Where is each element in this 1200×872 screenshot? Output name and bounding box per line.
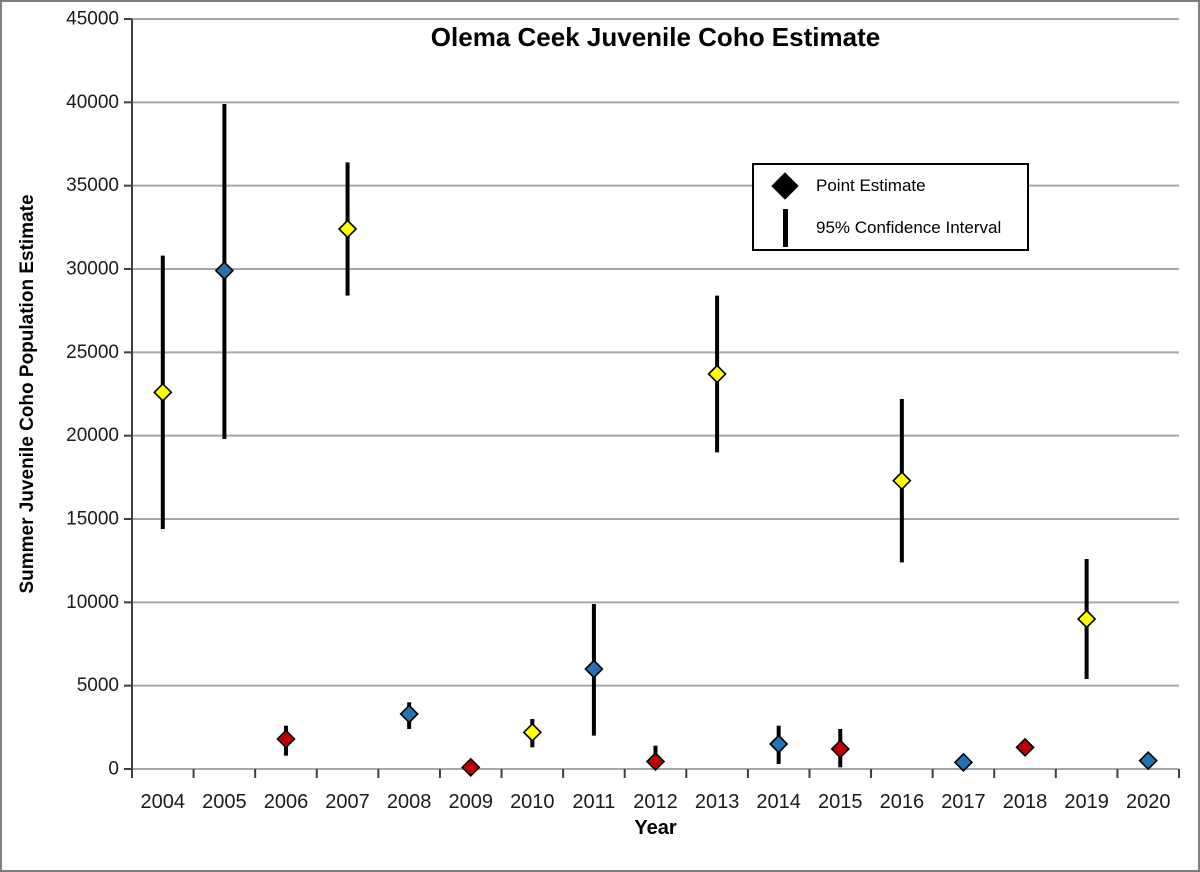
y-axis-title: Summer Juvenile Coho Population Estimate [17,194,38,594]
point-marker-2013 [707,364,727,384]
point-marker-2010 [522,722,542,742]
x-tick-label: 2020 [1126,791,1171,813]
chart-title: Olema Ceek Juvenile Coho Estimate [430,22,881,52]
x-tick-label: 2009 [448,791,493,813]
point-marker-2015 [830,739,850,759]
y-tick-label: 40000 [66,92,119,113]
point-marker-2016 [892,471,912,491]
x-tick-label: 2014 [756,791,801,813]
legend-point-estimate-label: Point Estimate [816,176,926,196]
point-marker-2019 [1076,609,1097,629]
x-tick-label: 2010 [510,791,555,813]
x-tick-label: 2019 [1064,791,1109,813]
x-axis-title: Year [634,817,677,839]
x-tick-label: 2005 [202,791,247,813]
point-marker-2008 [399,704,419,724]
y-tick-label: 10000 [66,592,119,613]
x-tick-label: 2015 [818,791,863,813]
point-marker-2007 [337,219,358,239]
x-tick-label: 2007 [325,791,370,813]
confidence-interval-bar-icon [754,208,816,247]
x-tick-label: 2012 [633,791,678,813]
legend-confidence-interval-label: 95% Confidence Interval [816,217,1002,237]
x-tick-label: 2013 [695,791,740,813]
x-tick-label: 2008 [387,791,432,813]
point-marker-2017 [953,752,974,772]
legend-row-point-estimate: Point Estimate [754,166,1027,206]
legend-row-confidence-interval: 95% Confidence Interval [754,208,1027,248]
point-marker-2012 [645,751,666,772]
y-tick-label: 5000 [77,675,119,696]
point-marker-2020 [1138,751,1158,771]
point-marker-2006 [276,729,296,749]
point-marker-2011 [584,659,604,679]
y-tick-label: 30000 [66,259,119,280]
legend: Point Estimate 95% Confidence Interval [752,163,1029,251]
x-tick-label: 2018 [1003,791,1048,813]
x-tick-label: 2016 [880,791,925,813]
y-tick-label: 25000 [66,342,119,363]
point-marker-2009 [461,757,481,777]
point-marker-2005 [214,261,235,281]
x-tick-label: 2011 [572,791,615,813]
y-tick-label: 20000 [66,425,119,446]
x-tick-label: 2017 [941,791,986,813]
point-marker-2018 [1015,737,1035,757]
y-tick-label: 0 [108,759,119,780]
y-tick-label: 15000 [66,509,119,530]
x-tick-label: 2006 [264,791,309,813]
y-tick-label: 35000 [66,175,119,196]
x-tick-label: 2004 [141,791,186,813]
point-marker-2014 [769,734,789,754]
y-tick-label: 45000 [66,9,119,30]
point-marker-2004 [153,382,173,402]
point-estimate-diamond-icon [754,172,816,201]
